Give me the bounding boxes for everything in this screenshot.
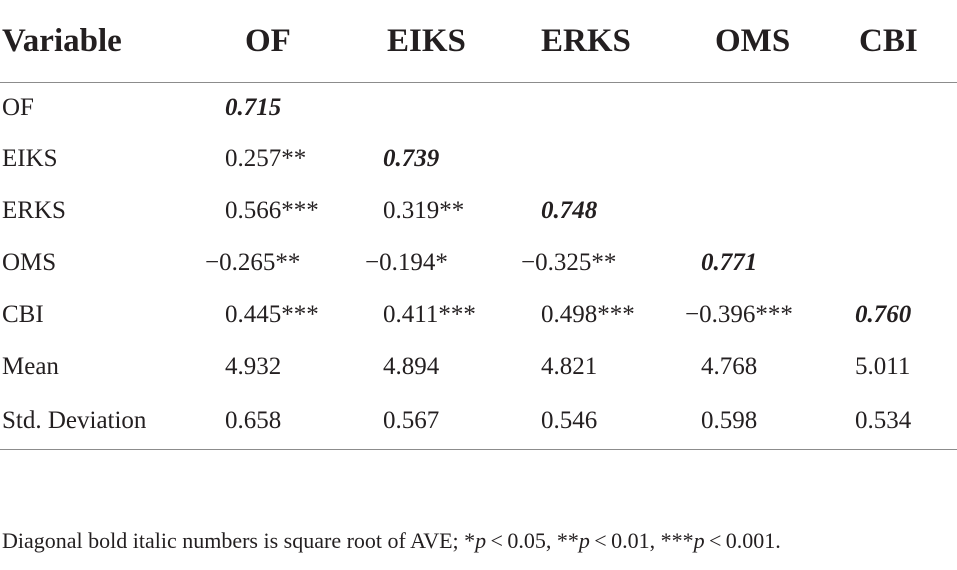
row-label: Mean: [2, 353, 59, 380]
cell-value: 0.598: [685, 393, 853, 450]
table-row: Mean 4.932 4.894 4.821 4.768 5.011: [0, 341, 957, 393]
cell-diagonal: 0.739: [383, 145, 440, 172]
cell-value: 0.445***: [225, 301, 319, 328]
cell-value: −0.265**: [205, 249, 301, 276]
cell-value: 0.498***: [541, 301, 635, 328]
table-row: OMS −0.265** −0.194* −0.325** 0.771: [0, 237, 957, 289]
cell-empty: [685, 133, 853, 185]
cell-empty: [521, 133, 685, 185]
row-label: EIKS: [2, 145, 58, 172]
header-eiks: EIKS: [365, 0, 521, 83]
table-footnote: Diagonal bold italic numbers is square r…: [2, 528, 781, 554]
cell-value: 4.932: [225, 353, 282, 380]
cell-value: −0.194*: [365, 249, 448, 276]
header-of: OF: [205, 0, 365, 83]
footnote-p-symbol: p: [475, 528, 487, 553]
footnote-p-symbol: p: [693, 528, 705, 553]
table-row: EIKS 0.257** 0.739: [0, 133, 957, 185]
cell-value: 5.011: [855, 353, 911, 380]
cell-diagonal: 0.771: [701, 249, 758, 276]
row-label: OMS: [2, 249, 57, 276]
cell-value: 0.534: [853, 393, 957, 450]
cell-value: 4.894: [383, 353, 440, 380]
cell-empty: [853, 185, 957, 237]
footnote-text: Diagonal bold italic numbers is square r…: [2, 528, 476, 553]
cell-empty: [365, 83, 521, 134]
footnote-text: < 0.01, ***: [589, 528, 694, 553]
correlation-table-container: Variable OF EIKS ERKS OMS CBI OF 0.715 E…: [0, 0, 957, 450]
header-variable: Variable: [0, 0, 205, 83]
header-oms: OMS: [685, 0, 853, 83]
cell-empty: [853, 83, 957, 134]
table-row: CBI 0.445*** 0.411*** 0.498*** −0.396***…: [0, 289, 957, 341]
footnote-text: < 0.001.: [704, 528, 781, 553]
cell-value: 0.658: [205, 393, 365, 450]
table-row: OF 0.715: [0, 83, 957, 134]
cell-empty: [685, 83, 853, 134]
cell-value: 0.566***: [225, 197, 319, 224]
cell-value: 0.546: [521, 393, 685, 450]
cell-empty: [853, 237, 957, 289]
cell-value: −0.325**: [521, 249, 617, 276]
cell-value: 0.411***: [383, 301, 476, 328]
cell-empty: [853, 133, 957, 185]
cell-diagonal: 0.715: [225, 94, 282, 121]
cell-value: 0.567: [365, 393, 521, 450]
cell-diagonal: 0.760: [855, 301, 912, 328]
row-label: OF: [2, 94, 34, 121]
cell-empty: [521, 83, 685, 134]
cell-empty: [685, 185, 853, 237]
table-row: ERKS 0.566*** 0.319** 0.748: [0, 185, 957, 237]
row-label: ERKS: [2, 197, 66, 224]
row-label: CBI: [2, 301, 44, 328]
table-row: Std. Deviation 0.658 0.567 0.546 0.598 0…: [0, 393, 957, 450]
footnote-text: < 0.05, **: [486, 528, 579, 553]
cell-value: 4.768: [701, 353, 758, 380]
header-erks: ERKS: [521, 0, 685, 83]
cell-value: 0.319**: [383, 197, 465, 224]
correlation-table: Variable OF EIKS ERKS OMS CBI OF 0.715 E…: [0, 0, 957, 450]
header-row: Variable OF EIKS ERKS OMS CBI: [0, 0, 957, 83]
row-label: Std. Deviation: [0, 393, 205, 450]
cell-value: −0.396***: [685, 301, 793, 328]
footnote-p-symbol: p: [578, 528, 590, 553]
header-cbi: CBI: [853, 0, 957, 83]
cell-value: 4.821: [541, 353, 598, 380]
cell-diagonal: 0.748: [541, 197, 598, 224]
cell-value: 0.257**: [225, 145, 307, 172]
